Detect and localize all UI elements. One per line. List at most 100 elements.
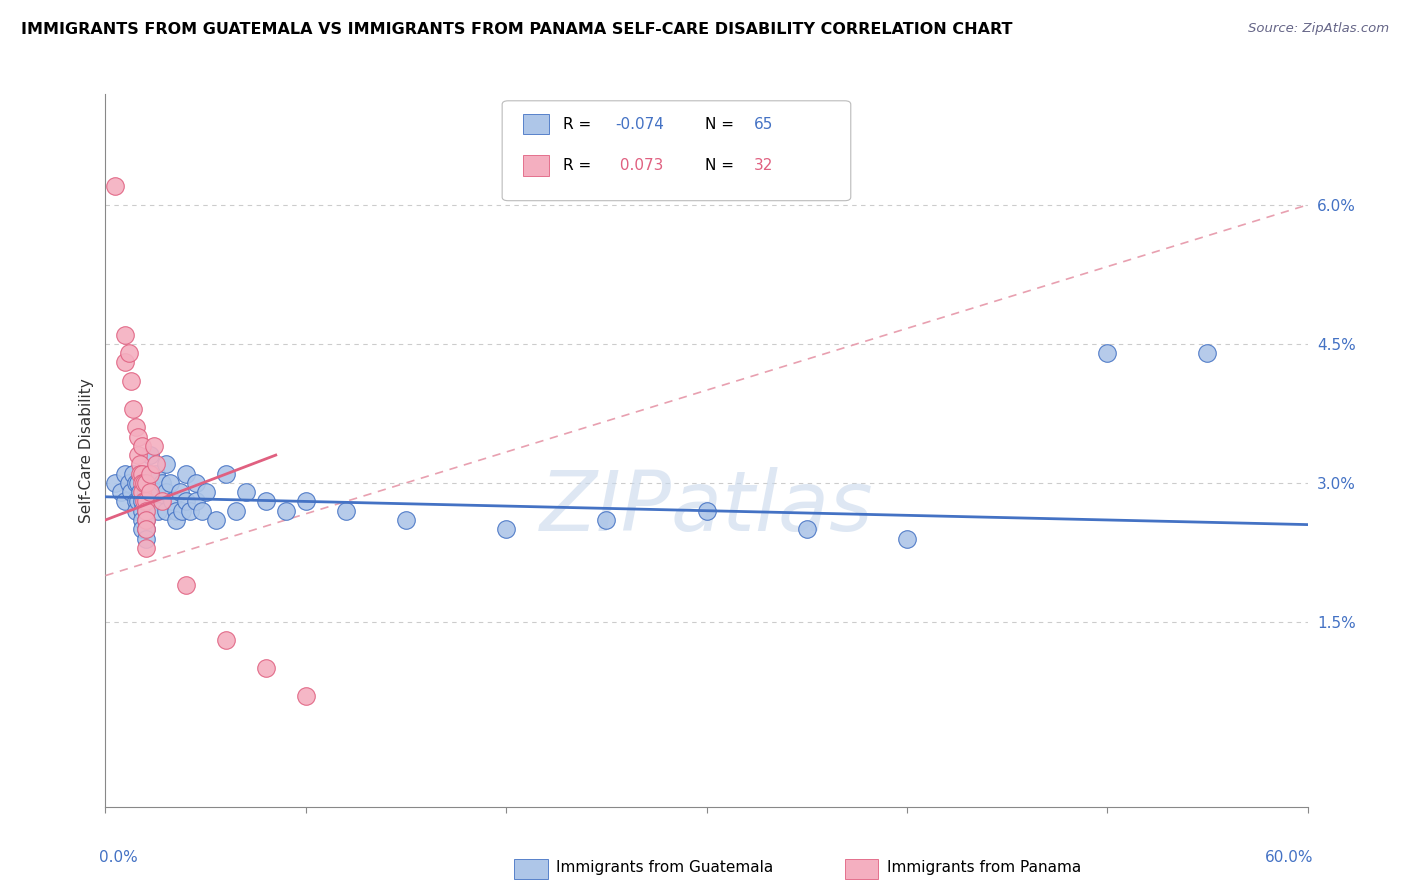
Point: [225, 504, 247, 518]
Point: [114, 494, 136, 508]
Point: [254, 661, 277, 675]
Point: [131, 494, 153, 508]
Point: [110, 485, 132, 500]
Point: [194, 485, 217, 500]
Text: Source: ZipAtlas.com: Source: ZipAtlas.com: [1249, 22, 1389, 36]
Point: [135, 475, 157, 490]
Point: [135, 522, 157, 536]
Point: [135, 485, 157, 500]
Point: [135, 522, 157, 536]
Point: [135, 513, 157, 527]
Point: [165, 513, 187, 527]
Point: [170, 504, 193, 518]
Point: [114, 355, 136, 369]
Point: [174, 494, 197, 508]
Point: [138, 467, 160, 481]
Point: [132, 494, 155, 508]
Point: [1097, 346, 1119, 360]
Point: [155, 504, 177, 518]
FancyBboxPatch shape: [502, 101, 851, 201]
Point: [165, 504, 187, 518]
Point: [155, 458, 177, 472]
Point: [136, 475, 159, 490]
Point: [138, 448, 160, 462]
Point: [696, 504, 718, 518]
Text: 0.073: 0.073: [616, 158, 664, 173]
Point: [145, 458, 167, 472]
Point: [174, 578, 197, 592]
Point: [184, 475, 207, 490]
Point: [124, 475, 146, 490]
Point: [124, 494, 146, 508]
FancyBboxPatch shape: [523, 114, 548, 135]
Point: [896, 532, 918, 546]
Point: [214, 633, 236, 648]
Point: [104, 179, 127, 194]
Point: [131, 522, 153, 536]
Point: [160, 494, 183, 508]
Point: [146, 504, 169, 518]
Point: [132, 475, 155, 490]
Point: [127, 494, 149, 508]
Point: [121, 485, 143, 500]
Text: N =: N =: [706, 158, 740, 173]
Text: 60.0%: 60.0%: [1265, 850, 1313, 865]
Point: [150, 494, 173, 508]
Text: R =: R =: [564, 158, 596, 173]
Point: [132, 475, 155, 490]
Point: [135, 467, 157, 481]
Text: N =: N =: [706, 117, 740, 132]
Point: [796, 522, 818, 536]
Point: [169, 485, 191, 500]
Point: [135, 532, 157, 546]
Point: [128, 485, 150, 500]
Point: [114, 467, 136, 481]
Point: [118, 346, 141, 360]
Point: [142, 439, 165, 453]
Point: [131, 513, 153, 527]
Point: [135, 541, 157, 555]
Point: [128, 458, 150, 472]
Point: [142, 494, 165, 508]
Point: [138, 485, 160, 500]
Point: [295, 494, 318, 508]
Point: [131, 475, 153, 490]
Text: 65: 65: [754, 117, 773, 132]
Point: [155, 485, 177, 500]
Point: [495, 522, 517, 536]
Text: 0.0%: 0.0%: [100, 850, 138, 865]
Point: [122, 467, 145, 481]
Point: [235, 485, 257, 500]
Point: [179, 504, 201, 518]
Point: [114, 327, 136, 342]
Point: [104, 475, 127, 490]
Point: [145, 467, 167, 481]
Text: -0.074: -0.074: [616, 117, 664, 132]
FancyBboxPatch shape: [515, 859, 548, 879]
Point: [128, 467, 150, 481]
Point: [124, 504, 146, 518]
Point: [131, 485, 153, 500]
Text: Immigrants from Guatemala: Immigrants from Guatemala: [557, 861, 773, 875]
Point: [1197, 346, 1219, 360]
Point: [118, 475, 141, 490]
Text: IMMIGRANTS FROM GUATEMALA VS IMMIGRANTS FROM PANAMA SELF-CARE DISABILITY CORRELA: IMMIGRANTS FROM GUATEMALA VS IMMIGRANTS …: [21, 22, 1012, 37]
Point: [131, 504, 153, 518]
Point: [190, 504, 212, 518]
Point: [184, 494, 207, 508]
Point: [124, 420, 146, 434]
FancyBboxPatch shape: [845, 859, 879, 879]
Point: [159, 475, 181, 490]
Point: [127, 429, 149, 443]
Point: [138, 467, 160, 481]
Point: [214, 467, 236, 481]
Text: R =: R =: [564, 117, 596, 132]
Point: [150, 475, 173, 490]
Point: [254, 494, 277, 508]
Point: [131, 467, 153, 481]
Point: [295, 689, 318, 703]
Point: [135, 494, 157, 508]
Point: [135, 504, 157, 518]
Point: [135, 504, 157, 518]
Point: [127, 448, 149, 462]
